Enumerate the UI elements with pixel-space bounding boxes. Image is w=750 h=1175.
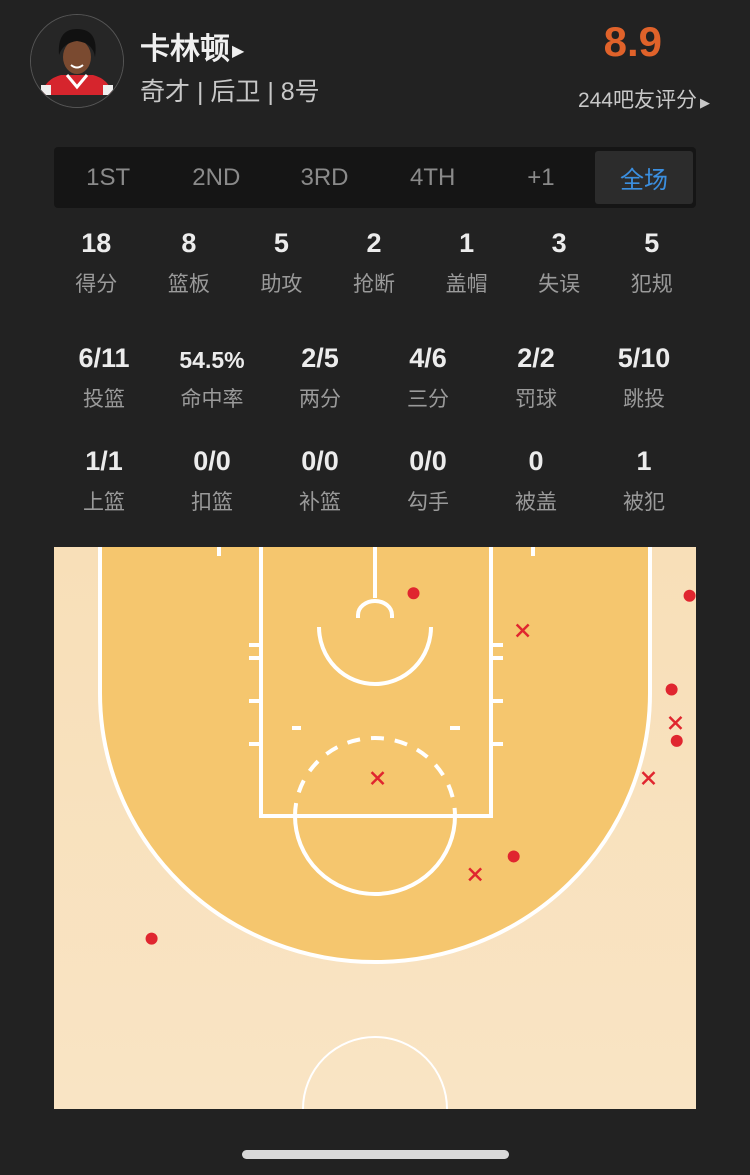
- missed-shot-marker: [668, 716, 683, 730]
- tab-overtime[interactable]: +1: [527, 163, 555, 191]
- stat-cell: 3 失误: [513, 228, 606, 298]
- stat-cell: 1 被犯: [590, 446, 698, 516]
- stat-cell: 6/11 投篮: [50, 343, 158, 413]
- stat-label: 上篮: [83, 491, 125, 514]
- stat-value: 6/11: [78, 343, 130, 373]
- stat-label: 犯规: [630, 273, 673, 296]
- made-shot-marker: [407, 587, 420, 600]
- stat-cell: 2 抢断: [328, 228, 421, 298]
- tab-1st[interactable]: 1ST: [86, 163, 131, 191]
- stat-cell: 4/6 三分: [374, 343, 482, 413]
- stat-value: 0/0: [193, 446, 231, 476]
- play-arrow-icon: ▶: [700, 95, 710, 110]
- stat-value: 5: [644, 228, 660, 258]
- made-shot-marker: [683, 589, 696, 602]
- stat-cell: 0 被盖: [482, 446, 590, 516]
- tab-4th[interactable]: 4TH: [410, 163, 456, 191]
- made-shot-marker: [145, 932, 158, 945]
- stat-label: 篮板: [167, 273, 210, 296]
- stat-value: 3: [551, 228, 567, 258]
- stat-label: 勾手: [407, 491, 449, 514]
- stat-label: 助攻: [260, 273, 303, 296]
- stat-cell: 5 犯规: [605, 228, 698, 298]
- stat-label: 投篮: [83, 388, 125, 411]
- stat-value: 0: [528, 446, 544, 476]
- stat-value: 2/2: [517, 343, 555, 373]
- stat-label: 失误: [538, 273, 581, 296]
- stat-label: 得分: [75, 273, 118, 296]
- missed-shot-marker: [641, 771, 656, 786]
- shooting-stats: 6/11 投篮 54.5% 命中率 2/5 两分 4/6 三分 2/2 罚球 5/10 跳投: [50, 343, 698, 413]
- player-info: 奇才 | 后卫 | 8号: [140, 78, 320, 106]
- free-throw-circle: [293, 815, 457, 896]
- stat-cell: 18 得分: [50, 228, 143, 298]
- home-indicator[interactable]: [242, 1150, 509, 1159]
- stat-value: 54.5%: [179, 347, 245, 373]
- stat-label: 三分: [407, 388, 449, 411]
- paint-lane: [259, 547, 493, 818]
- stat-value: 1: [636, 446, 652, 476]
- stat-cell: 1 盖帽: [420, 228, 513, 298]
- shot-chart-court: [54, 547, 696, 1109]
- player-name: 卡林顿: [140, 33, 230, 66]
- stat-label: 抢断: [353, 273, 396, 296]
- raters-link[interactable]: 244吧友评分 ▶: [578, 84, 710, 114]
- missed-shot-marker: [515, 623, 530, 638]
- tab-full-game[interactable]: 全场: [595, 151, 694, 204]
- missed-shot-marker: [468, 867, 483, 882]
- stat-cell: 54.5% 命中率: [158, 343, 266, 413]
- stat-label: 被盖: [515, 491, 557, 514]
- made-shot-marker: [507, 850, 520, 863]
- stat-value: 1: [459, 228, 475, 258]
- stat-label: 盖帽: [445, 273, 488, 296]
- stat-cell: 5/10 跳投: [590, 343, 698, 413]
- center-circle: [302, 1036, 448, 1109]
- stat-cell: 2/5 两分: [266, 343, 374, 413]
- made-shot-marker: [670, 734, 683, 747]
- stat-label: 扣篮: [191, 491, 233, 514]
- lane-ticks: [217, 547, 535, 746]
- basic-stats: 18 得分 8 篮板 5 助攻 2 抢断 1 盖帽 3 失误 5 犯规: [50, 228, 698, 298]
- raters-count: 244吧友评分: [577, 89, 697, 112]
- stat-cell: 2/2 罚球: [482, 343, 590, 413]
- three-point-line: [98, 547, 652, 964]
- restricted-area-arc: [317, 626, 433, 686]
- stat-value: 0/0: [301, 446, 339, 476]
- stat-cell: 1/1 上篮: [50, 446, 158, 516]
- stat-label: 命中率: [180, 388, 244, 411]
- stat-cell: 0/0 补篮: [266, 446, 374, 516]
- stat-label: 罚球: [515, 388, 557, 411]
- stat-value: 5: [273, 228, 289, 258]
- stat-value: 0/0: [409, 446, 447, 476]
- stat-value: 8: [181, 228, 197, 258]
- stat-value: 4/6: [409, 343, 447, 373]
- player-photo: [31, 15, 123, 107]
- hoop: [356, 599, 394, 618]
- stat-cell: 8 篮板: [143, 228, 236, 298]
- player-rating: 8.9: [603, 18, 662, 65]
- shot-markers: [145, 587, 696, 945]
- tab-2nd[interactable]: 2ND: [192, 163, 241, 191]
- stat-cell: 0/0 扣篮: [158, 446, 266, 516]
- tab-3rd[interactable]: 3RD: [300, 163, 349, 191]
- stat-value: 5/10: [617, 343, 671, 373]
- player-avatar[interactable]: [30, 14, 124, 108]
- period-tabs: 1ST 2ND 3RD 4TH +1 全场: [54, 147, 696, 208]
- made-shot-marker: [665, 683, 678, 696]
- stat-value: 18: [81, 228, 112, 258]
- free-throw-circle-dashed: [293, 736, 457, 817]
- stat-value: 2/5: [301, 343, 339, 373]
- stat-label: 被犯: [623, 491, 665, 514]
- stat-label: 补篮: [299, 491, 341, 514]
- stat-cell: 5 助攻: [235, 228, 328, 298]
- play-arrow-icon: ▶: [232, 43, 245, 61]
- missed-shot-marker: [370, 771, 385, 786]
- stat-label: 两分: [299, 388, 341, 411]
- stat-label: 跳投: [623, 388, 665, 411]
- stat-cell: 0/0 勾手: [374, 446, 482, 516]
- player-name-link[interactable]: 卡林顿 ▶: [140, 24, 244, 68]
- stat-value: 1/1: [85, 446, 123, 476]
- shot-type-stats: 1/1 上篮 0/0 扣篮 0/0 补篮 0/0 勾手 0 被盖 1 被犯: [50, 446, 698, 516]
- stat-value: 2: [366, 228, 382, 258]
